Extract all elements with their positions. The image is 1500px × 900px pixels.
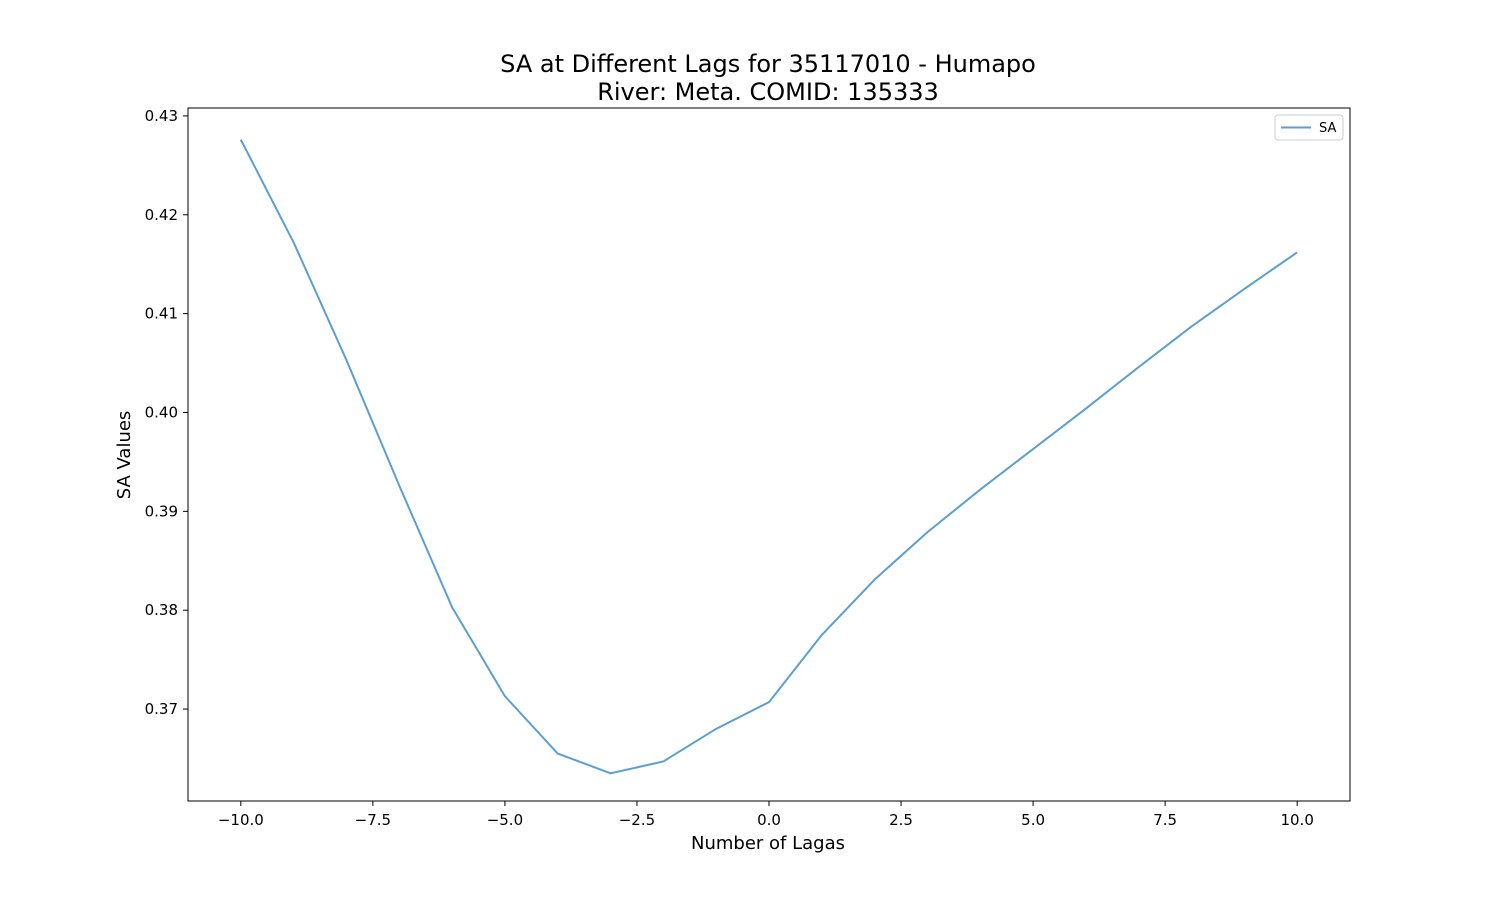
x-tick-label: 10.0 [1280,811,1313,829]
y-tick-label: 0.39 [145,502,178,520]
y-tick-label: 0.37 [145,700,178,718]
legend-label-sa: SA [1319,121,1336,136]
x-tick-label: −5.0 [487,811,523,829]
series-line-sa [239,139,1298,775]
legend: SA [1274,114,1344,141]
chart-title-line-1: SA at Different Lags for 35117010 - Huma… [500,50,1036,78]
y-tick-label: 0.43 [145,107,178,125]
y-axis-label: SA Values [114,411,135,500]
x-tick-label: 7.5 [1153,811,1177,829]
x-tick-label: 5.0 [1021,811,1045,829]
y-tick-label: 0.38 [145,601,178,619]
x-tick-label: −7.5 [355,811,391,829]
x-tick-label: 2.5 [889,811,913,829]
y-tick-label: 0.41 [145,305,178,323]
x-tick-label: −2.5 [619,811,655,829]
y-tick-label: 0.40 [145,403,178,421]
x-tick-label: −10.0 [218,811,264,829]
chart-title-line-2: River: Meta. COMID: 135333 [597,78,939,106]
y-tick-label: 0.42 [145,206,178,224]
x-axis-label: Number of Lagas [691,833,845,854]
plot-area: −10.0 −7.5 −5.0 −2.5 0.0 2.5 5.0 7.5 10.0 0.37 0.3… [145,107,1351,829]
x-tick-label: 0.0 [757,811,781,829]
